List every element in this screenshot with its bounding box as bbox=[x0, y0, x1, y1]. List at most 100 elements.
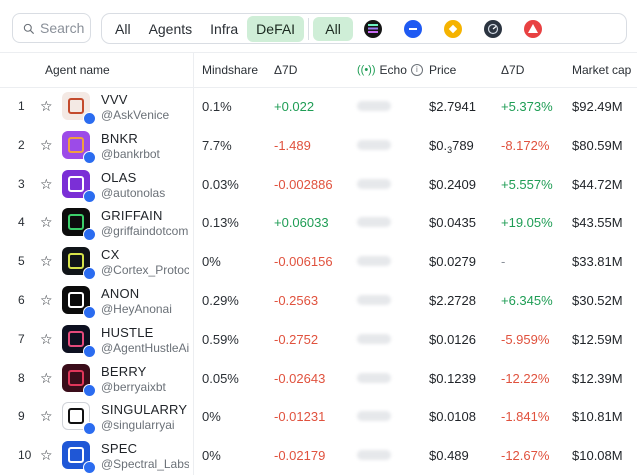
header-price[interactable]: Price bbox=[429, 63, 457, 77]
tab-defai[interactable]: DeFAI bbox=[247, 15, 305, 42]
rank: 4 bbox=[18, 215, 25, 230]
agent-handle[interactable]: @autonolas bbox=[101, 185, 166, 200]
star-icon[interactable]: ☆ bbox=[40, 136, 53, 153]
header-echo[interactable]: ((•)) Echo i bbox=[357, 63, 423, 77]
rank: 2 bbox=[18, 137, 25, 152]
agent-handle[interactable]: @HeyAnonai bbox=[101, 301, 172, 316]
market-cap: $43.55M bbox=[572, 215, 623, 231]
tab-all[interactable]: All bbox=[115, 20, 131, 37]
mindshare: 0% bbox=[202, 254, 221, 270]
mindshare: 0.13% bbox=[202, 215, 239, 231]
search-input[interactable] bbox=[40, 20, 90, 36]
chain-filter-speed[interactable] bbox=[473, 17, 513, 41]
avalanche-icon bbox=[524, 19, 543, 38]
market-cap: $80.59M bbox=[572, 137, 623, 153]
star-icon[interactable]: ☆ bbox=[40, 369, 53, 386]
table-row[interactable]: 3 ☆ OLAS @autonolas 0.03% -0.002886 $0.2… bbox=[0, 166, 637, 205]
echo-blurred bbox=[357, 217, 391, 228]
agent-handle[interactable]: @bankrbot bbox=[101, 146, 160, 161]
header-market-cap[interactable]: Market cap bbox=[572, 63, 632, 77]
agent-logo-icon bbox=[68, 369, 84, 386]
agent-name[interactable]: GRIFFAIN bbox=[101, 208, 163, 224]
header-price-d7[interactable]: Δ7D bbox=[501, 63, 525, 77]
rank: 1 bbox=[18, 99, 25, 113]
agent-handle[interactable]: @singularryai bbox=[101, 418, 175, 433]
agent-name[interactable]: VVV bbox=[101, 92, 128, 107]
price-d7: -1.841% bbox=[501, 409, 550, 425]
chain-filter-base[interactable] bbox=[393, 17, 433, 41]
agent-logo-icon bbox=[68, 330, 84, 347]
chain-badge-icon bbox=[83, 461, 96, 475]
agent-name[interactable]: SINGULARRY bbox=[101, 402, 188, 418]
agent-handle[interactable]: @AskVenice bbox=[101, 108, 170, 122]
price-d7: -5.959% bbox=[501, 331, 550, 347]
star-icon[interactable]: ☆ bbox=[40, 291, 53, 308]
agent-name[interactable]: CX bbox=[101, 247, 120, 263]
market-cap: $12.39M bbox=[572, 370, 623, 386]
rank: 6 bbox=[18, 292, 25, 307]
echo-icon: ((•)) bbox=[357, 64, 376, 76]
table-row[interactable]: 8 ☆ BERRY @berryaixbt 0.05% -0.02643 $0.… bbox=[0, 360, 637, 399]
star-icon[interactable]: ☆ bbox=[40, 447, 53, 464]
chain-filter-solana[interactable] bbox=[353, 17, 393, 41]
market-cap: $10.08M bbox=[572, 448, 623, 464]
mindshare-d7: -0.02643 bbox=[274, 370, 326, 386]
mindshare-d7: +0.06033 bbox=[274, 215, 329, 231]
info-icon[interactable]: i bbox=[410, 64, 423, 76]
agent-name[interactable]: ANON bbox=[101, 285, 140, 301]
agent-avatar bbox=[62, 402, 90, 431]
table-row[interactable]: 9 ☆ SINGULARRY @singularryai 0% -0.01231… bbox=[0, 398, 637, 437]
mindshare: 7.7% bbox=[202, 137, 232, 153]
echo-blurred bbox=[357, 294, 391, 305]
agent-name[interactable]: BERRY bbox=[101, 363, 147, 379]
chain-filter-all[interactable]: All bbox=[313, 16, 354, 41]
rank: 9 bbox=[18, 409, 25, 424]
agents-table: Agent name Mindshare Δ7D ((•)) Echo i Pr… bbox=[0, 52, 637, 476]
table-row[interactable]: 2 ☆ BNKR @bankrbot 7.7% -1.489 $0.3789 -… bbox=[0, 127, 637, 166]
table-row[interactable]: 5 ☆ CX @Cortex_Protocol 0% -0.006156 $0.… bbox=[0, 243, 637, 282]
star-icon[interactable]: ☆ bbox=[40, 408, 53, 425]
price-d7: -8.172% bbox=[501, 137, 550, 153]
table-row[interactable]: 10 ☆ SPEC @Spectral_Labs 0% -0.02179 $0.… bbox=[0, 437, 637, 476]
price: $0.0126 bbox=[429, 331, 476, 347]
chain-badge-icon bbox=[83, 112, 96, 125]
header-mindshare[interactable]: Mindshare bbox=[202, 63, 259, 77]
agent-logo-icon bbox=[68, 136, 84, 153]
header-mindshare-d7[interactable]: Δ7D bbox=[274, 63, 298, 77]
price-d7: +6.345% bbox=[501, 292, 553, 308]
table-row[interactable]: 7 ☆ HUSTLE @AgentHustleAi 0.59% -0.2752 … bbox=[0, 321, 637, 360]
price: $0.2409 bbox=[429, 176, 476, 192]
agent-handle[interactable]: @Cortex_Protocol bbox=[101, 263, 189, 278]
star-icon[interactable]: ☆ bbox=[40, 175, 53, 192]
price-d7: +19.05% bbox=[501, 215, 553, 231]
price-d7: -12.67% bbox=[501, 448, 550, 464]
tab-infra[interactable]: Infra bbox=[210, 20, 239, 37]
echo-blurred bbox=[357, 101, 391, 111]
tab-agents[interactable]: Agents bbox=[148, 20, 193, 37]
header-agent-name[interactable]: Agent name bbox=[45, 63, 110, 77]
mindshare-d7: -0.02179 bbox=[274, 448, 326, 464]
search-box[interactable] bbox=[12, 13, 91, 43]
rank: 5 bbox=[18, 254, 25, 269]
table-row[interactable]: 4 ☆ GRIFFAIN @griffaindotcom 0.13% +0.06… bbox=[0, 204, 637, 243]
agent-name[interactable]: HUSTLE bbox=[101, 324, 154, 340]
agent-handle[interactable]: @griffaindotcom bbox=[101, 224, 189, 239]
agent-handle[interactable]: @Spectral_Labs bbox=[101, 457, 189, 472]
star-icon[interactable]: ☆ bbox=[40, 330, 53, 347]
agent-handle[interactable]: @AgentHustleAi bbox=[101, 340, 189, 355]
agent-name[interactable]: OLAS bbox=[101, 169, 137, 185]
chain-filter-bnb[interactable] bbox=[433, 17, 473, 41]
mindshare-d7: -0.2752 bbox=[274, 331, 319, 347]
star-icon[interactable]: ☆ bbox=[40, 98, 53, 114]
agent-name[interactable]: BNKR bbox=[101, 130, 138, 146]
market-cap: $30.52M bbox=[572, 292, 623, 308]
table-row[interactable]: 6 ☆ ANON @HeyAnonai 0.29% -0.2563 $2.272… bbox=[0, 282, 637, 321]
star-icon[interactable]: ☆ bbox=[40, 214, 53, 231]
star-icon[interactable]: ☆ bbox=[40, 253, 53, 270]
agent-name[interactable]: SPEC bbox=[101, 441, 138, 457]
price: $2.7941 bbox=[429, 99, 476, 114]
agent-handle[interactable]: @berryaixbt bbox=[101, 379, 166, 394]
echo-blurred bbox=[357, 372, 391, 383]
table-row[interactable]: 1 ☆ VVV @AskVenice 0.1% +0.022 $2.7941 +… bbox=[0, 88, 637, 127]
chain-filter-avalanche[interactable] bbox=[513, 17, 553, 41]
